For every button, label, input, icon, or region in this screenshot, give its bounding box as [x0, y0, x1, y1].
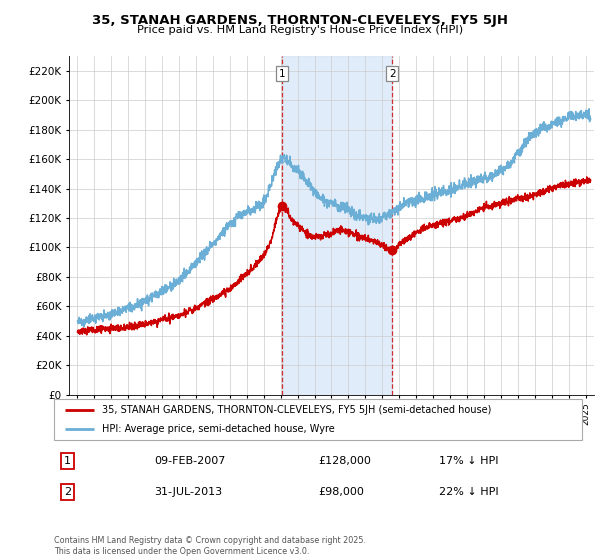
Text: 1: 1 [279, 69, 286, 78]
Text: 17% ↓ HPI: 17% ↓ HPI [439, 456, 499, 466]
Text: Price paid vs. HM Land Registry's House Price Index (HPI): Price paid vs. HM Land Registry's House … [137, 25, 463, 35]
Text: Contains HM Land Registry data © Crown copyright and database right 2025.
This d: Contains HM Land Registry data © Crown c… [54, 536, 366, 556]
Text: 2: 2 [64, 487, 71, 497]
Text: 09-FEB-2007: 09-FEB-2007 [154, 456, 226, 466]
Bar [283, 56, 392, 395]
FancyBboxPatch shape [54, 399, 582, 440]
Text: 35, STANAH GARDENS, THORNTON-CLEVELEYS, FY5 5JH (semi-detached house): 35, STANAH GARDENS, THORNTON-CLEVELEYS, … [101, 405, 491, 415]
Text: HPI: Average price, semi-detached house, Wyre: HPI: Average price, semi-detached house,… [101, 424, 334, 433]
Text: £128,000: £128,000 [318, 456, 371, 466]
Text: 35, STANAH GARDENS, THORNTON-CLEVELEYS, FY5 5JH: 35, STANAH GARDENS, THORNTON-CLEVELEYS, … [92, 14, 508, 27]
Text: 1: 1 [64, 456, 71, 466]
Text: 22% ↓ HPI: 22% ↓ HPI [439, 487, 499, 497]
Text: £98,000: £98,000 [318, 487, 364, 497]
Text: 2: 2 [389, 69, 395, 78]
Text: 31-JUL-2013: 31-JUL-2013 [154, 487, 223, 497]
